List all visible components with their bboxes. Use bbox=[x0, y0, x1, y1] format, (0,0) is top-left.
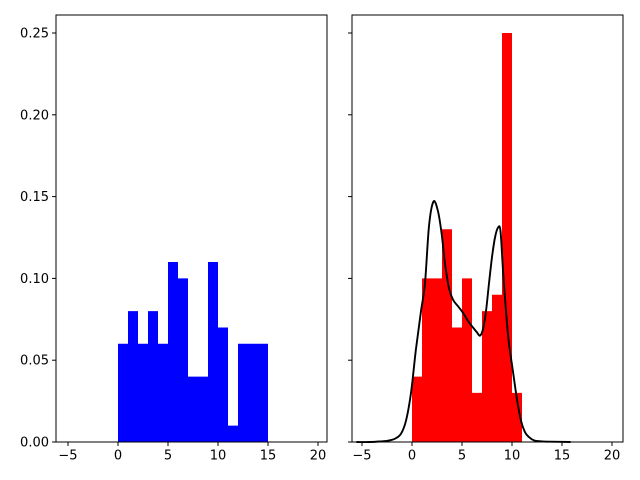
x-tick-label: −5 bbox=[352, 449, 371, 464]
kde-curve bbox=[356, 200, 571, 443]
y-tick-label: 0.15 bbox=[20, 190, 49, 205]
x-tick-label: 15 bbox=[260, 449, 277, 464]
axes-spines bbox=[55, 14, 328, 443]
right-histogram-bars bbox=[412, 33, 522, 442]
x-tick-label: 5 bbox=[164, 449, 172, 464]
x-tick-label: 10 bbox=[210, 449, 227, 464]
x-tick-label: 20 bbox=[310, 449, 327, 464]
x-tick-label: −5 bbox=[58, 449, 77, 464]
y-tick-label: 0.10 bbox=[20, 272, 49, 287]
x-tick-label: 0 bbox=[408, 449, 416, 464]
x-tick-label: 0 bbox=[114, 449, 122, 464]
x-tick-label: 5 bbox=[458, 449, 466, 464]
axes-spines bbox=[351, 14, 624, 443]
left-histogram-panel: −5 0 5 10 15 20 0.00 0.05 0.10 0.15 0.20 0.25 bbox=[20, 14, 328, 464]
x-tick-label: 15 bbox=[554, 449, 571, 464]
y-tick-label: 0.25 bbox=[20, 27, 49, 42]
left-histogram-bars bbox=[118, 262, 268, 442]
y-tick-label: 0.05 bbox=[20, 354, 49, 369]
y-tick-label: 0.00 bbox=[20, 436, 49, 451]
x-tick-label: 10 bbox=[504, 449, 521, 464]
right-histogram-panel: −5 0 5 10 15 20 bbox=[348, 14, 624, 464]
x-tick-label: 20 bbox=[604, 449, 621, 464]
y-tick-label: 0.20 bbox=[20, 108, 49, 123]
